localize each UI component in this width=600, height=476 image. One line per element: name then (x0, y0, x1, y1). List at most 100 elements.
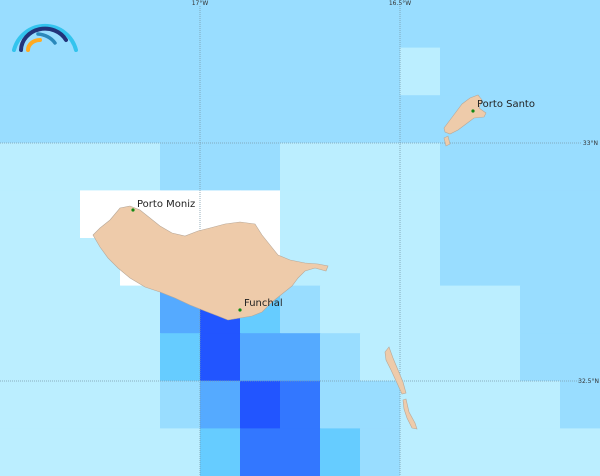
heatmap-cell (360, 47, 401, 96)
heatmap-cell (440, 285, 481, 334)
heatmap-cell (120, 47, 161, 96)
heatmap-cell (200, 0, 241, 49)
heatmap-cell (280, 0, 321, 49)
heatmap-cell (160, 0, 201, 49)
heatmap-cell (440, 428, 481, 476)
heatmap-cell (440, 238, 481, 287)
porto-santo-island (443, 94, 487, 135)
lon-label: 16.5°W (389, 0, 411, 7)
heatmap-cell (440, 190, 481, 239)
heatmap-cell (0, 95, 41, 144)
lat-label: 33°N (583, 140, 598, 147)
heatmap-cell (520, 95, 561, 144)
heatmap-cell (280, 142, 321, 191)
ilheu-islet (443, 135, 451, 147)
heatmap-cell (320, 380, 361, 429)
heatmap-cell (200, 333, 241, 382)
heatmap-cell (400, 238, 441, 287)
heatmap-cell (320, 142, 361, 191)
heatmap-cell (240, 142, 281, 191)
heatmap-cell (40, 238, 81, 287)
heatmap-cell (360, 380, 401, 429)
heatmap-cell (160, 428, 201, 476)
heatmap-cell (520, 142, 561, 191)
heatmap-cell (280, 190, 321, 239)
heatmap-cell (120, 95, 161, 144)
heatmap-cell (440, 142, 481, 191)
heatmap-cell (520, 333, 561, 382)
heatmap-cell (520, 47, 561, 96)
heatmap-cell (40, 380, 81, 429)
heatmap-cell (400, 333, 441, 382)
city-label: Porto Moniz (137, 199, 195, 210)
heatmap-cell (160, 380, 201, 429)
heatmap-cell (240, 428, 281, 476)
heatmap-cell (120, 428, 161, 476)
heatmap-cell (520, 238, 561, 287)
heatmap-cell (240, 95, 281, 144)
heatmap-cell (520, 428, 561, 476)
heatmap-cell (0, 428, 41, 476)
city-marker[interactable] (471, 109, 475, 113)
heatmap-cell (320, 333, 361, 382)
city-porto-moniz[interactable]: Porto Moniz (131, 199, 195, 212)
heatmap-cell (280, 95, 321, 144)
heatmap-cell (80, 0, 121, 49)
heatmap-cell (160, 142, 201, 191)
city-marker[interactable] (238, 308, 242, 312)
heatmap-cell (200, 95, 241, 144)
heatmap-cell (200, 428, 241, 476)
heatmap-cell (360, 142, 401, 191)
heatmap-cell (80, 47, 121, 96)
heatmap-cell (240, 0, 281, 49)
heatmap-cell (0, 333, 41, 382)
city-funchal[interactable]: Funchal (238, 298, 283, 312)
heatmap-cell (40, 428, 81, 476)
heatmap-cell (0, 285, 41, 334)
heatmap-cell (280, 285, 321, 334)
heatmap-cell (240, 333, 281, 382)
heatmap-cell (160, 95, 201, 144)
heatmap-cell (480, 238, 521, 287)
deserta-grande-island (384, 346, 407, 395)
heatmap-cell (480, 142, 521, 191)
heatmap-cell (520, 285, 561, 334)
heatmap-cell (560, 47, 600, 96)
heatmap-cell (480, 428, 521, 476)
heatmap-cell (280, 380, 321, 429)
city-marker[interactable] (131, 208, 135, 212)
heatmap-cell (40, 333, 81, 382)
heatmap-cell (560, 142, 600, 191)
heatmap-cell (120, 0, 161, 49)
heatmap-cell (440, 47, 481, 96)
heatmap-cell (240, 47, 281, 96)
heatmap-cell (40, 95, 81, 144)
heatmap-cell (400, 142, 441, 191)
heatmap-cell (320, 0, 361, 49)
city-label: Porto Santo (477, 99, 535, 110)
heatmap-cell (0, 380, 41, 429)
heatmap-cell (80, 380, 121, 429)
heatmap-cell (560, 0, 600, 49)
heatmap-cell (160, 333, 201, 382)
city-porto-santo[interactable]: Porto Santo (471, 99, 535, 113)
city-label: Funchal (244, 298, 283, 309)
heatmap-cell (440, 0, 481, 49)
heatmap-cell (360, 0, 401, 49)
heatmap-cell (400, 285, 441, 334)
heatmap-cell (400, 47, 441, 96)
heatmap-cell (280, 333, 321, 382)
heatmap-cell (400, 0, 441, 49)
heatmap-cell (520, 0, 561, 49)
bugio-island (402, 398, 418, 430)
heatmap-cell (200, 142, 241, 191)
heatmap-cell (320, 285, 361, 334)
graticule (0, 6, 582, 476)
heatmap-cell (200, 47, 241, 96)
heatmap-cell (200, 380, 241, 429)
heatmap-cell (40, 285, 81, 334)
heatmap-cell (0, 142, 41, 191)
